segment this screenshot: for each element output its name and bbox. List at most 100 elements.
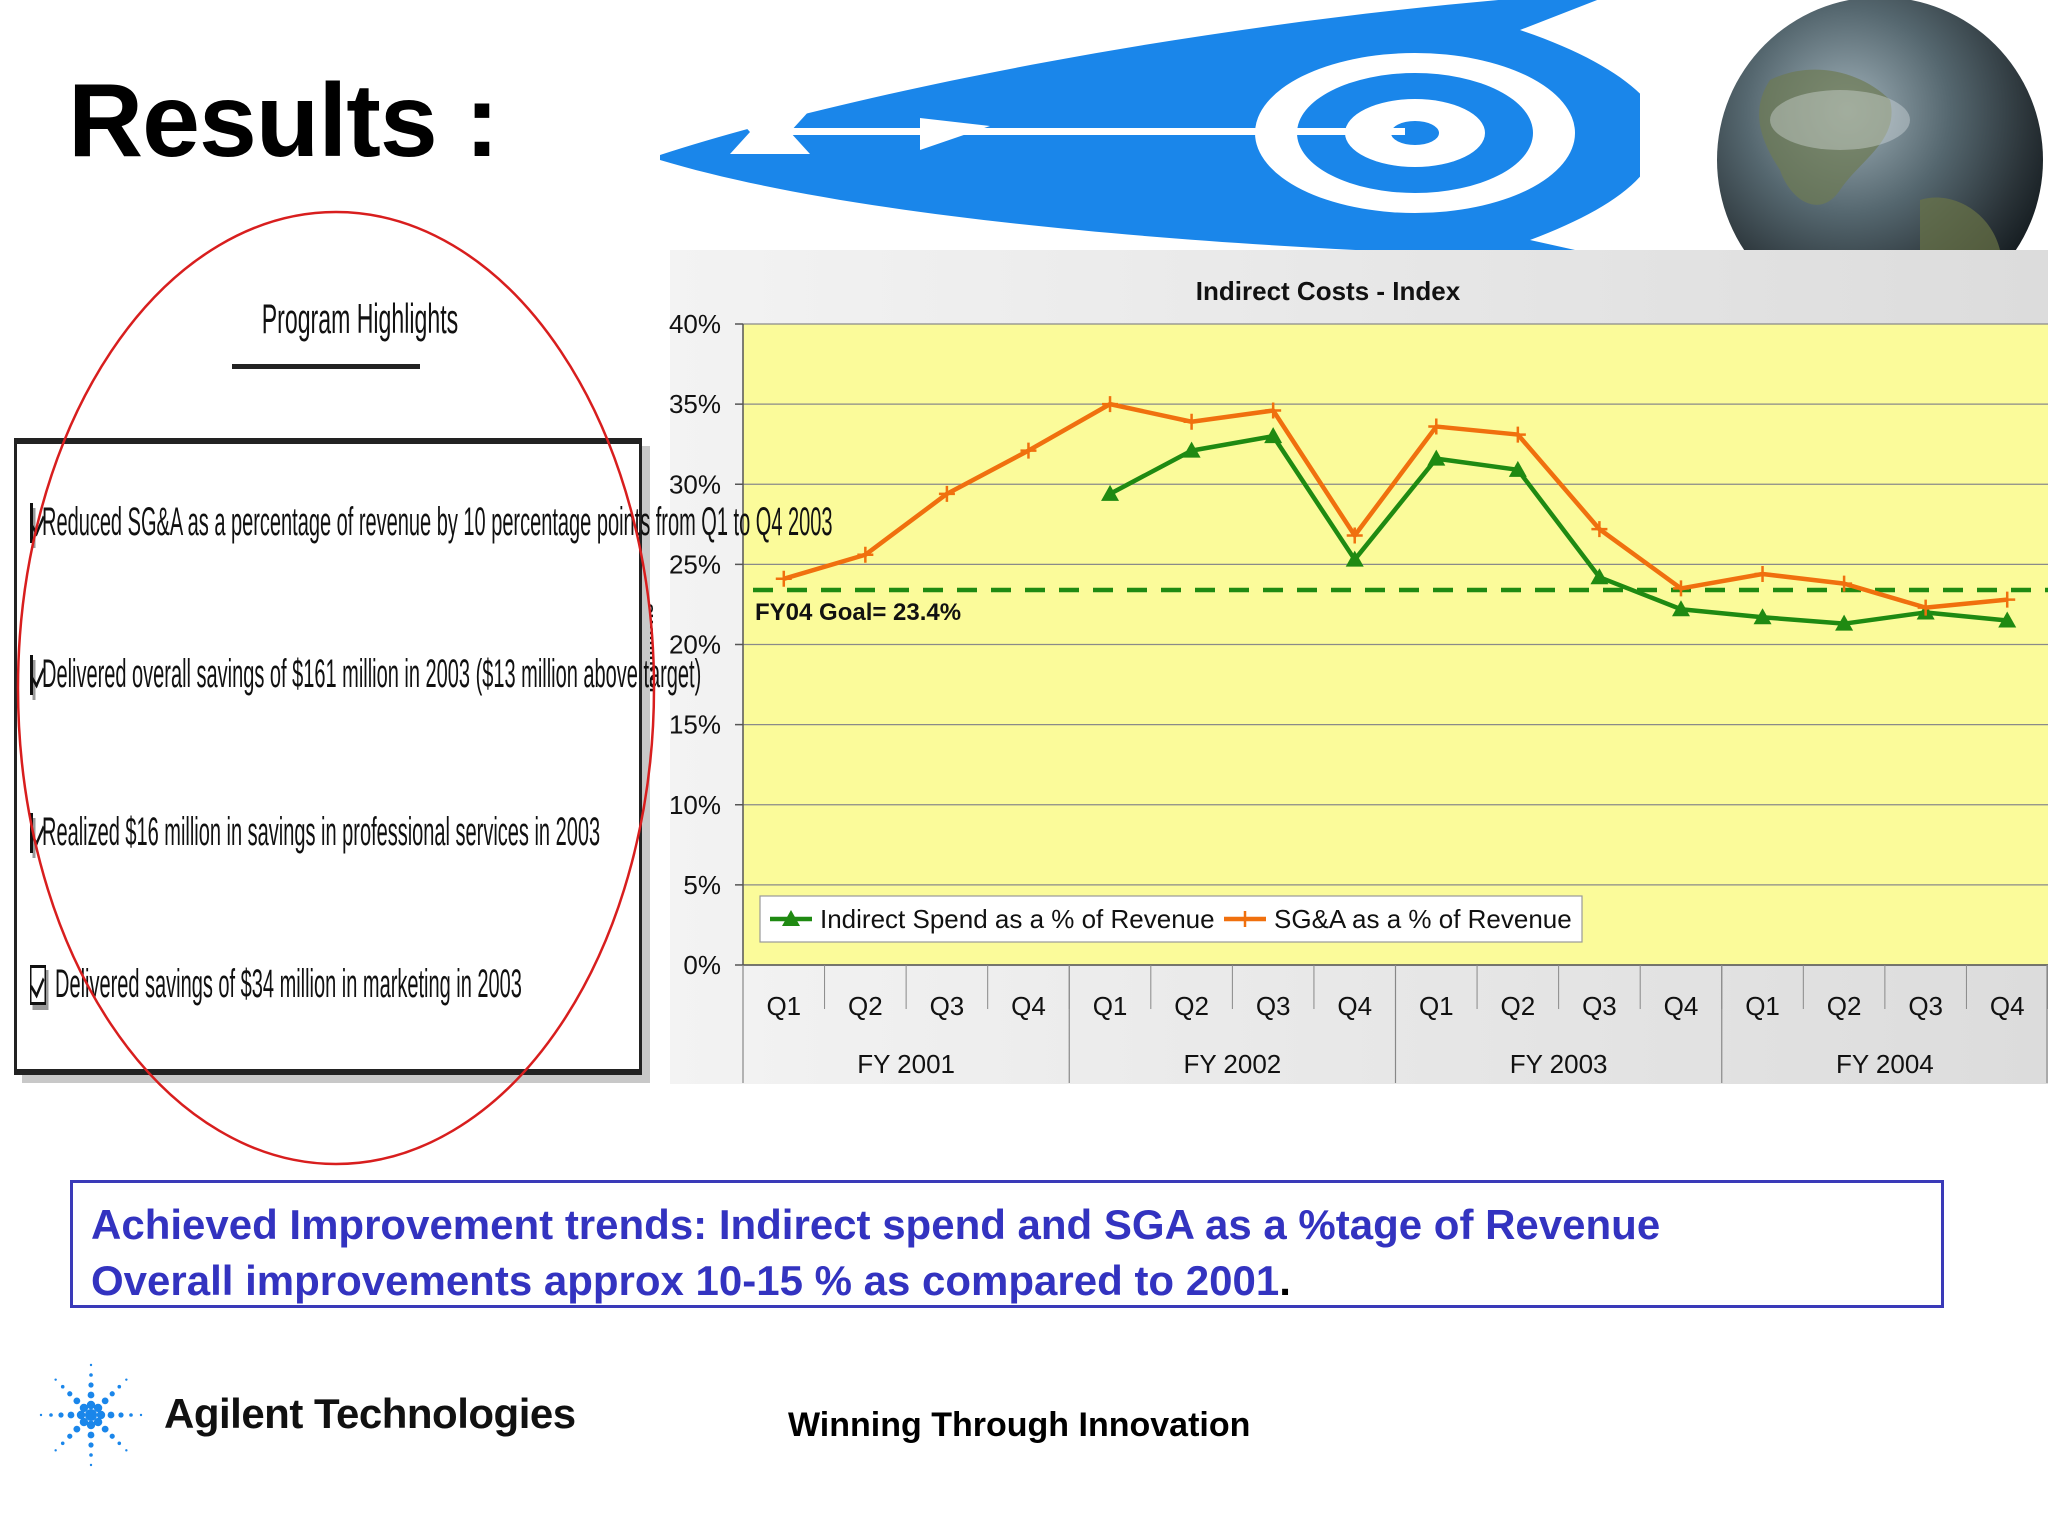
logo-dot <box>86 1400 96 1410</box>
logo-dot <box>67 1411 75 1419</box>
legend-box <box>759 895 1583 943</box>
data-point-plus <box>1999 591 2016 608</box>
highlights-underline <box>232 364 420 369</box>
highlight-item: Delivered overall savings of $161 millio… <box>30 652 701 697</box>
data-point-triangle <box>1101 484 1120 501</box>
logo-dot <box>101 1397 109 1405</box>
logo-dot <box>76 1410 86 1420</box>
logo-dot <box>107 1411 115 1419</box>
x-tick-label: Q2 <box>1827 991 1862 1021</box>
series-line <box>1108 433 2008 626</box>
logo-dot <box>67 1391 73 1397</box>
data-point-plus <box>1428 418 1445 435</box>
highlight-text: Delivered overall savings of $161 millio… <box>42 652 702 696</box>
data-point-triangle <box>1182 441 1201 458</box>
legend-swatch-marker <box>782 910 800 926</box>
logo-dot <box>67 1433 73 1439</box>
summary-line-2-end: . <box>1279 1257 1291 1304</box>
y-tick-label: 20% <box>669 630 721 660</box>
data-point-plus <box>1265 402 1282 419</box>
logo-dot <box>88 1442 94 1448</box>
highlight-ellipse <box>16 210 656 1166</box>
logo-dot <box>109 1391 115 1397</box>
data-point-plus <box>1183 413 1200 430</box>
data-point-plus <box>1102 396 1119 413</box>
data-point-plus <box>1917 599 1934 616</box>
company-name: Agilent Technologies <box>164 1390 576 1437</box>
data-point-plus <box>938 485 955 502</box>
x-tick-label: Q3 <box>1582 991 1617 1021</box>
goal-line-label: FY04 Goal= 23.4% <box>755 599 961 626</box>
checkbox-icon <box>30 654 33 695</box>
logo-dot <box>86 1420 96 1430</box>
data-point-plus <box>1509 426 1526 443</box>
highlight-text: Reduced SG&A as a percentage of revenue … <box>42 500 833 544</box>
y-tick-label: 30% <box>669 469 721 499</box>
logo-dot <box>60 1384 65 1389</box>
summary-box: Achieved Improvement trends: Indirect sp… <box>70 1180 1944 1308</box>
logo-dot <box>79 1417 89 1427</box>
data-point-triangle <box>1590 568 1609 585</box>
logo-dot <box>49 1413 53 1417</box>
data-point-plus <box>1836 575 1853 592</box>
logo-dot <box>89 1363 93 1367</box>
agilent-spark-logo <box>39 1363 143 1467</box>
footer-tagline: Winning Through Innovation <box>788 1406 1251 1444</box>
data-point-plus <box>1754 565 1771 582</box>
data-point-plus <box>1672 580 1689 597</box>
data-point-plus <box>775 570 792 587</box>
logo-dot <box>139 1413 143 1417</box>
logo-core <box>85 1409 97 1421</box>
logo-dot <box>54 1378 57 1381</box>
logo-dot <box>93 1403 103 1413</box>
logo-dot <box>58 1412 64 1418</box>
data-point-plus <box>1591 521 1608 538</box>
logo-dot <box>96 1410 106 1420</box>
data-point-triangle <box>1345 550 1364 567</box>
logo-dot <box>117 1384 122 1389</box>
x-tick-label: Q2 <box>1501 991 1536 1021</box>
logo-dot <box>89 1453 93 1457</box>
chart-title: Indirect Costs - Index <box>1196 276 1461 306</box>
logo-dot <box>60 1441 65 1446</box>
logo-dot <box>125 1449 128 1452</box>
data-point-triangle <box>1508 460 1527 477</box>
x-tick-label: Q1 <box>766 991 801 1021</box>
slide-title: Results : <box>68 63 499 179</box>
logo-dot <box>89 1463 93 1467</box>
logo-dot <box>39 1413 43 1417</box>
data-point-triangle <box>1264 427 1283 444</box>
logo-dot <box>118 1412 124 1418</box>
highlight-item: Realized $16 million in savings in profe… <box>30 810 600 855</box>
y-tick-label: 10% <box>669 790 721 820</box>
x-tick-label: Q3 <box>930 991 965 1021</box>
data-point-plus <box>857 546 874 563</box>
highlight-item: Delivered savings of $34 million in mark… <box>30 962 580 1007</box>
x-group-label: FY 2003 <box>1510 1049 1608 1079</box>
series-line <box>783 401 2008 610</box>
x-tick-label: Q2 <box>1174 991 1209 1021</box>
legend-swatch-marker <box>1237 911 1253 927</box>
program-highlights-panel <box>14 438 642 1075</box>
logo-dot <box>89 1373 93 1377</box>
logo-dot <box>79 1403 89 1413</box>
x-tick-label: Q1 <box>1419 991 1454 1021</box>
data-point-triangle <box>1753 608 1772 625</box>
x-tick-label: Q2 <box>848 991 883 1021</box>
x-group-label: FY 2004 <box>1836 1049 1934 1079</box>
data-point-triangle <box>1427 449 1446 466</box>
summary-line-2: Overall improvements approx 10-15 % as c… <box>91 1253 1923 1309</box>
x-group-label: FY 2001 <box>857 1049 955 1079</box>
logo-dot <box>93 1417 103 1427</box>
y-tick-label: 5% <box>683 870 721 900</box>
data-point-plus <box>1346 527 1363 544</box>
logo-dot <box>101 1425 109 1433</box>
x-tick-label: Q4 <box>1990 991 2025 1021</box>
x-tick-label: Q4 <box>1337 991 1372 1021</box>
x-tick-label: Q3 <box>1908 991 1943 1021</box>
data-point-triangle <box>1671 600 1690 617</box>
y-tick-label: 15% <box>669 710 721 740</box>
y-tick-label: 35% <box>669 389 721 419</box>
globe-graphic <box>1717 0 2043 323</box>
x-tick-label: Q4 <box>1664 991 1699 1021</box>
